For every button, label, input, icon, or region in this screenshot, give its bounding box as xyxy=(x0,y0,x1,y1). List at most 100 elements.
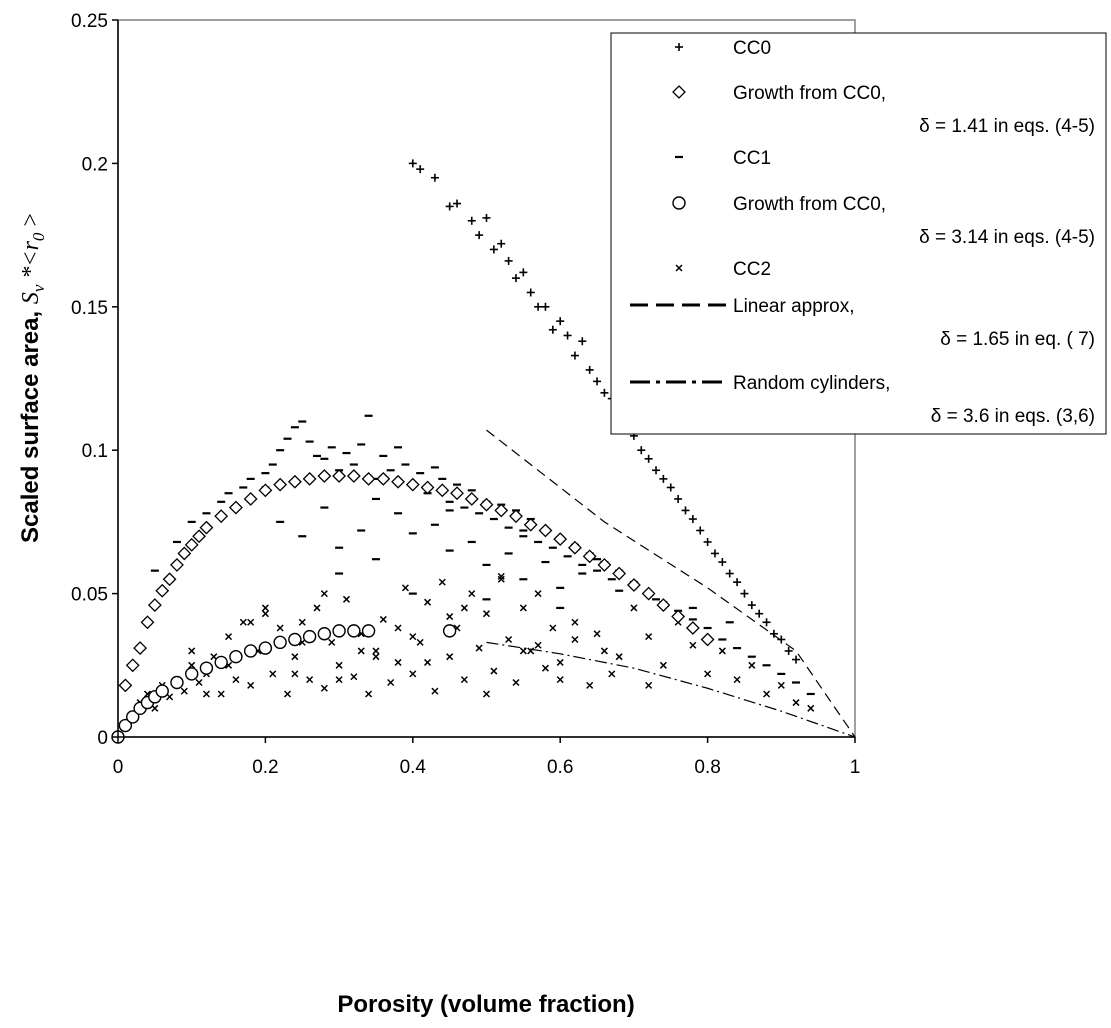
data-point xyxy=(387,678,395,687)
marker-x-b xyxy=(460,676,468,684)
data-point xyxy=(302,471,317,486)
data-point xyxy=(777,681,785,689)
marker-x-b xyxy=(571,618,579,626)
data-point xyxy=(405,477,420,492)
data-point xyxy=(409,633,417,641)
marker-x-b xyxy=(180,687,188,695)
legend-label: CC0 xyxy=(733,38,771,59)
legend-item: CC2 xyxy=(675,259,771,280)
marker-circle xyxy=(155,684,169,698)
data-point xyxy=(394,624,402,632)
legend-label-line2: δ = 3.6 in eqs. (3,6) xyxy=(931,406,1095,427)
data-point xyxy=(357,647,365,655)
data-point xyxy=(162,572,177,587)
data-point xyxy=(229,649,243,664)
marker-diamond xyxy=(273,477,288,492)
y-axis-title-v: v xyxy=(29,284,48,292)
data-point xyxy=(538,523,553,538)
legend-label: Growth from CC0, xyxy=(733,83,886,104)
data-point xyxy=(541,302,550,311)
data-point xyxy=(202,690,210,698)
data-point xyxy=(534,302,543,311)
data-point xyxy=(582,549,597,564)
marker-circle xyxy=(332,624,346,638)
marker-x-b xyxy=(675,264,683,272)
data-point xyxy=(608,670,616,678)
y-axis-title: Scaled surface area, Sv *<r0 > xyxy=(17,213,48,543)
data-point xyxy=(600,388,609,397)
y-axis-title-star-r: *<r xyxy=(18,240,44,284)
marker-x-b xyxy=(210,653,218,661)
marker-diamond xyxy=(147,598,162,612)
marker-diamond xyxy=(464,492,479,506)
data-point xyxy=(269,670,277,678)
marker-diamond xyxy=(612,566,627,581)
data-point xyxy=(273,477,288,492)
data-point xyxy=(288,632,302,647)
data-point xyxy=(482,610,491,618)
marker-diamond xyxy=(582,549,597,564)
data-point xyxy=(273,635,287,650)
series-4 xyxy=(129,572,815,718)
marker-diamond xyxy=(243,492,258,506)
marker-diamond xyxy=(597,558,612,572)
marker-x-b xyxy=(792,699,800,707)
marker-x-b xyxy=(475,644,483,652)
marker-x-b xyxy=(143,690,152,698)
data-point xyxy=(317,469,332,483)
marker-x-b xyxy=(217,690,225,698)
marker-circle xyxy=(118,718,133,733)
marker-diamond xyxy=(133,641,148,656)
marker-x-b xyxy=(320,684,328,692)
data-point xyxy=(214,509,229,524)
ticks: 0 0.2 0.4 0.6 0.8 1 0 0.05 0.1 0.15 0.2 0.25 xyxy=(71,11,860,778)
marker-diamond xyxy=(700,632,715,647)
marker-x-b xyxy=(460,604,468,612)
data-point xyxy=(563,331,572,340)
data-point xyxy=(700,632,715,647)
marker-diamond xyxy=(391,474,405,489)
marker-x-b xyxy=(357,647,365,655)
marker-x-b xyxy=(394,624,402,632)
data-point xyxy=(494,503,509,518)
marker-x-b xyxy=(512,678,520,687)
data-point xyxy=(291,653,299,661)
data-point xyxy=(586,681,594,689)
marker-diamond xyxy=(420,480,435,495)
data-point xyxy=(748,661,756,669)
marker-x-b xyxy=(645,633,653,641)
marker-circle xyxy=(347,624,361,638)
marker-x-b xyxy=(387,678,395,687)
marker-x-b xyxy=(202,690,210,698)
marker-x-b xyxy=(335,676,343,684)
marker-x-b xyxy=(600,647,608,655)
data-point xyxy=(497,575,505,583)
data-point xyxy=(155,684,169,698)
marker-diamond xyxy=(671,609,686,624)
data-point xyxy=(126,710,140,724)
marker-diamond xyxy=(214,509,229,524)
data-point xyxy=(394,658,402,666)
marker-x-b xyxy=(394,658,402,666)
marker-x-b xyxy=(269,670,277,678)
marker-diamond xyxy=(332,469,347,483)
data-point xyxy=(450,486,464,501)
legend-item: Growth from CC0, δ = 3.14 in eqs. (4-5) xyxy=(672,194,1095,248)
data-point xyxy=(320,590,328,598)
data-point xyxy=(553,532,568,547)
marker-diamond xyxy=(155,583,170,598)
marker-x-b xyxy=(195,678,203,687)
x-tick-label: 1 xyxy=(850,757,861,778)
x-tick-label: 0.6 xyxy=(547,757,573,778)
marker-circle xyxy=(317,627,332,641)
data-point xyxy=(666,483,675,492)
data-point xyxy=(258,641,273,655)
marker-x-b xyxy=(328,638,336,646)
marker-x-b xyxy=(225,661,233,669)
marker-diamond xyxy=(162,572,177,587)
marker-x-b xyxy=(497,572,505,580)
data-point xyxy=(243,492,258,506)
data-point xyxy=(688,515,697,524)
marker-diamond xyxy=(641,586,656,601)
data-point xyxy=(276,624,284,632)
